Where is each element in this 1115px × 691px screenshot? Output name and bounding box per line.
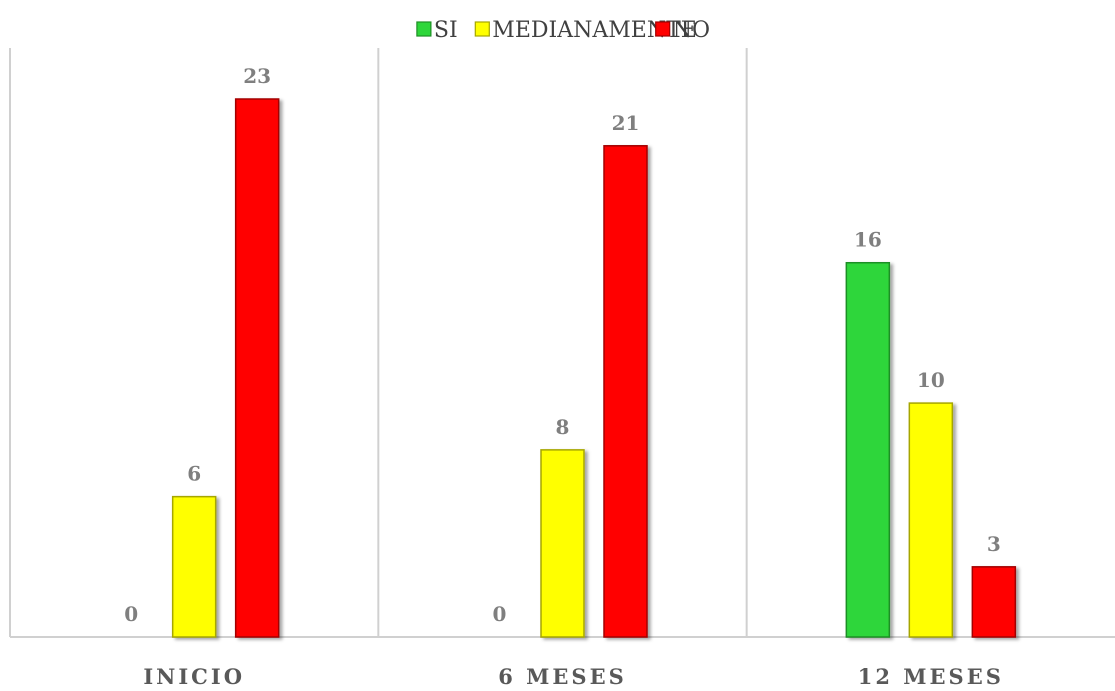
data-label: 10 [917,368,945,392]
data-label: 16 [854,228,882,252]
bars [171,98,1017,638]
bar-no-2 [603,145,648,638]
data-label: 3 [987,532,1001,556]
data-label: 6 [187,462,201,486]
bar-si-3 [845,261,891,638]
bar-medianamente-1 [171,495,217,638]
data-label: 23 [243,64,271,88]
data-label: 21 [612,111,640,135]
category-label: 12 MESES [858,664,1004,689]
bar-no-1 [234,98,280,638]
legend-label: NO [673,18,710,43]
category-labels: INICIO 6 MESES 12 MESES [143,664,1004,689]
bar-no-3 [971,566,1017,638]
bar-medianamente-3 [908,402,954,638]
data-label: 0 [124,602,138,626]
data-label: 0 [493,602,507,626]
legend-swatch-no [655,21,671,37]
legend-swatch-si [416,21,432,37]
legend-label: SI [434,18,458,43]
category-label: 6 MESES [498,664,627,689]
data-labels: 0 6 23 0 8 21 16 10 3 [124,64,1001,626]
category-label: INICIO [143,664,245,689]
bar-medianamente-2 [540,449,585,638]
legend-swatch-medianamente [474,21,490,37]
data-label: 8 [556,415,570,439]
